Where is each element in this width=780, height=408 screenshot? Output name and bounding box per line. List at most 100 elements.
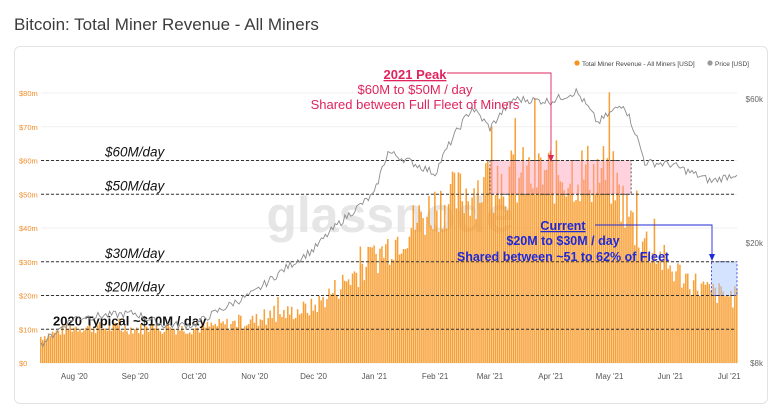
revenue-bar — [183, 331, 185, 363]
revenue-bar — [416, 222, 418, 363]
revenue-bar — [453, 172, 456, 363]
revenue-bar — [422, 218, 424, 363]
revenue-bar — [359, 246, 362, 363]
revenue-bar — [441, 229, 444, 363]
revenue-bar — [47, 333, 50, 363]
revenue-bar — [514, 118, 516, 364]
revenue-bar — [722, 291, 724, 363]
revenue-bar — [685, 273, 687, 363]
x-tick-label: Mar '21 — [477, 372, 504, 381]
revenue-bar — [140, 323, 142, 363]
revenue-bar — [536, 187, 538, 363]
revenue-bar — [202, 322, 205, 363]
revenue-bar — [287, 306, 289, 363]
revenue-bar — [634, 245, 636, 363]
revenue-bar — [387, 238, 389, 363]
revenue-bar — [569, 183, 571, 363]
revenue-bar — [171, 329, 173, 363]
revenue-bar — [581, 150, 583, 363]
revenue-bar — [269, 310, 271, 363]
revenue-bar — [426, 216, 428, 363]
revenue-bar — [477, 180, 479, 363]
reference-line-label: $50M/day — [104, 178, 166, 193]
revenue-bar — [59, 334, 62, 363]
revenue-bar — [630, 210, 632, 363]
revenue-bar — [563, 190, 566, 363]
revenue-bar — [447, 204, 450, 363]
revenue-bar — [432, 229, 434, 363]
revenue-bar — [161, 333, 164, 363]
revenue-bar — [600, 168, 603, 363]
revenue-bar — [310, 298, 313, 363]
current-arrowhead — [709, 254, 715, 261]
revenue-bar — [559, 181, 562, 363]
revenue-bar — [328, 288, 330, 363]
revenue-bar — [194, 327, 197, 363]
revenue-bar — [73, 327, 75, 363]
revenue-bar — [688, 289, 691, 363]
revenue-bar — [216, 326, 218, 363]
revenue-bar — [720, 286, 722, 363]
revenue-bar — [326, 299, 328, 363]
revenue-bar — [587, 145, 589, 363]
revenue-bar — [424, 234, 426, 363]
revenue-bar — [67, 329, 69, 363]
revenue-bar — [49, 336, 52, 363]
revenue-bar — [659, 251, 662, 363]
revenue-bar — [40, 336, 42, 363]
revenue-bar — [539, 157, 542, 363]
revenue-bar — [145, 326, 148, 363]
revenue-bar — [281, 316, 283, 363]
revenue-bar — [130, 327, 132, 363]
revenue-bar — [594, 193, 597, 363]
revenue-bar — [265, 324, 268, 363]
revenue-bar — [371, 247, 373, 363]
revenue-bar — [112, 323, 115, 363]
revenue-bar — [226, 318, 228, 363]
revenue-bar — [506, 210, 509, 363]
revenue-bar — [502, 196, 505, 363]
revenue-bar — [261, 320, 264, 363]
revenue-bar — [167, 323, 169, 363]
revenue-bar — [492, 212, 495, 363]
revenue-bar — [259, 319, 262, 363]
axes-layer: $0 $10m $20m $30m $40m $50m $60m $70m $80m $8k $20… — [19, 89, 764, 381]
revenue-bar — [612, 151, 615, 363]
revenue-bar — [83, 330, 85, 363]
revenue-bar — [653, 218, 656, 363]
revenue-bar — [134, 329, 136, 363]
revenue-bar — [322, 296, 324, 363]
revenue-bar — [96, 325, 99, 363]
revenue-bar — [245, 325, 248, 363]
revenue-bar — [289, 314, 291, 363]
current-heading: Current — [540, 219, 586, 233]
revenue-bar — [320, 300, 322, 363]
revenue-bar — [173, 328, 175, 363]
y-right-tick-label: $20k — [746, 239, 764, 248]
revenue-bar — [51, 331, 54, 363]
revenue-bar — [230, 324, 232, 363]
revenue-bar — [577, 184, 579, 363]
peak-line-2: Shared between Full Fleet of Miners — [311, 97, 520, 112]
revenue-bar — [190, 334, 193, 363]
revenue-bar — [471, 197, 473, 363]
revenue-bar — [357, 287, 360, 363]
legend-label: Total Miner Revenue - All Miners [USD] — [582, 61, 695, 68]
revenue-bar — [94, 333, 97, 363]
revenue-bar — [122, 331, 124, 363]
revenue-bar — [704, 284, 707, 363]
revenue-bar — [98, 322, 101, 363]
revenue-bar — [592, 164, 595, 363]
revenue-bar — [724, 296, 726, 363]
revenue-bar — [285, 318, 287, 363]
revenue-bar — [606, 158, 609, 363]
revenue-bar — [665, 252, 667, 363]
revenue-bar — [353, 271, 356, 363]
revenue-bar — [218, 318, 220, 363]
revenue-bar — [57, 330, 60, 363]
revenue-bar — [675, 271, 677, 363]
revenue-bar — [583, 179, 585, 363]
revenue-bar — [45, 339, 48, 363]
revenue-bar — [545, 169, 548, 363]
revenue-bar — [698, 295, 701, 363]
